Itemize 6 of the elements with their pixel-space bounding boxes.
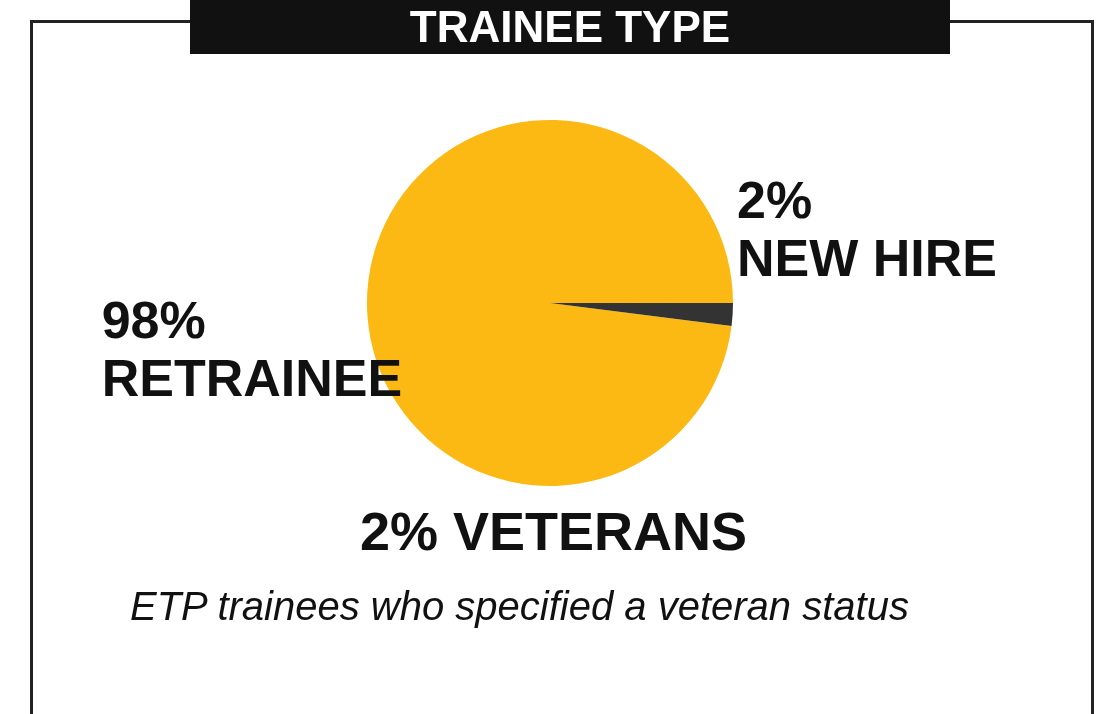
slice-label: NEW HIRE [737,229,997,287]
text: ETP trainees who specified a veteran status [130,583,910,630]
chart-title: TRAINEE TYPE [190,0,950,54]
data-label: 2% [737,171,813,229]
text: 2% VETERANS [358,500,749,562]
data-label: 98% [101,291,206,349]
